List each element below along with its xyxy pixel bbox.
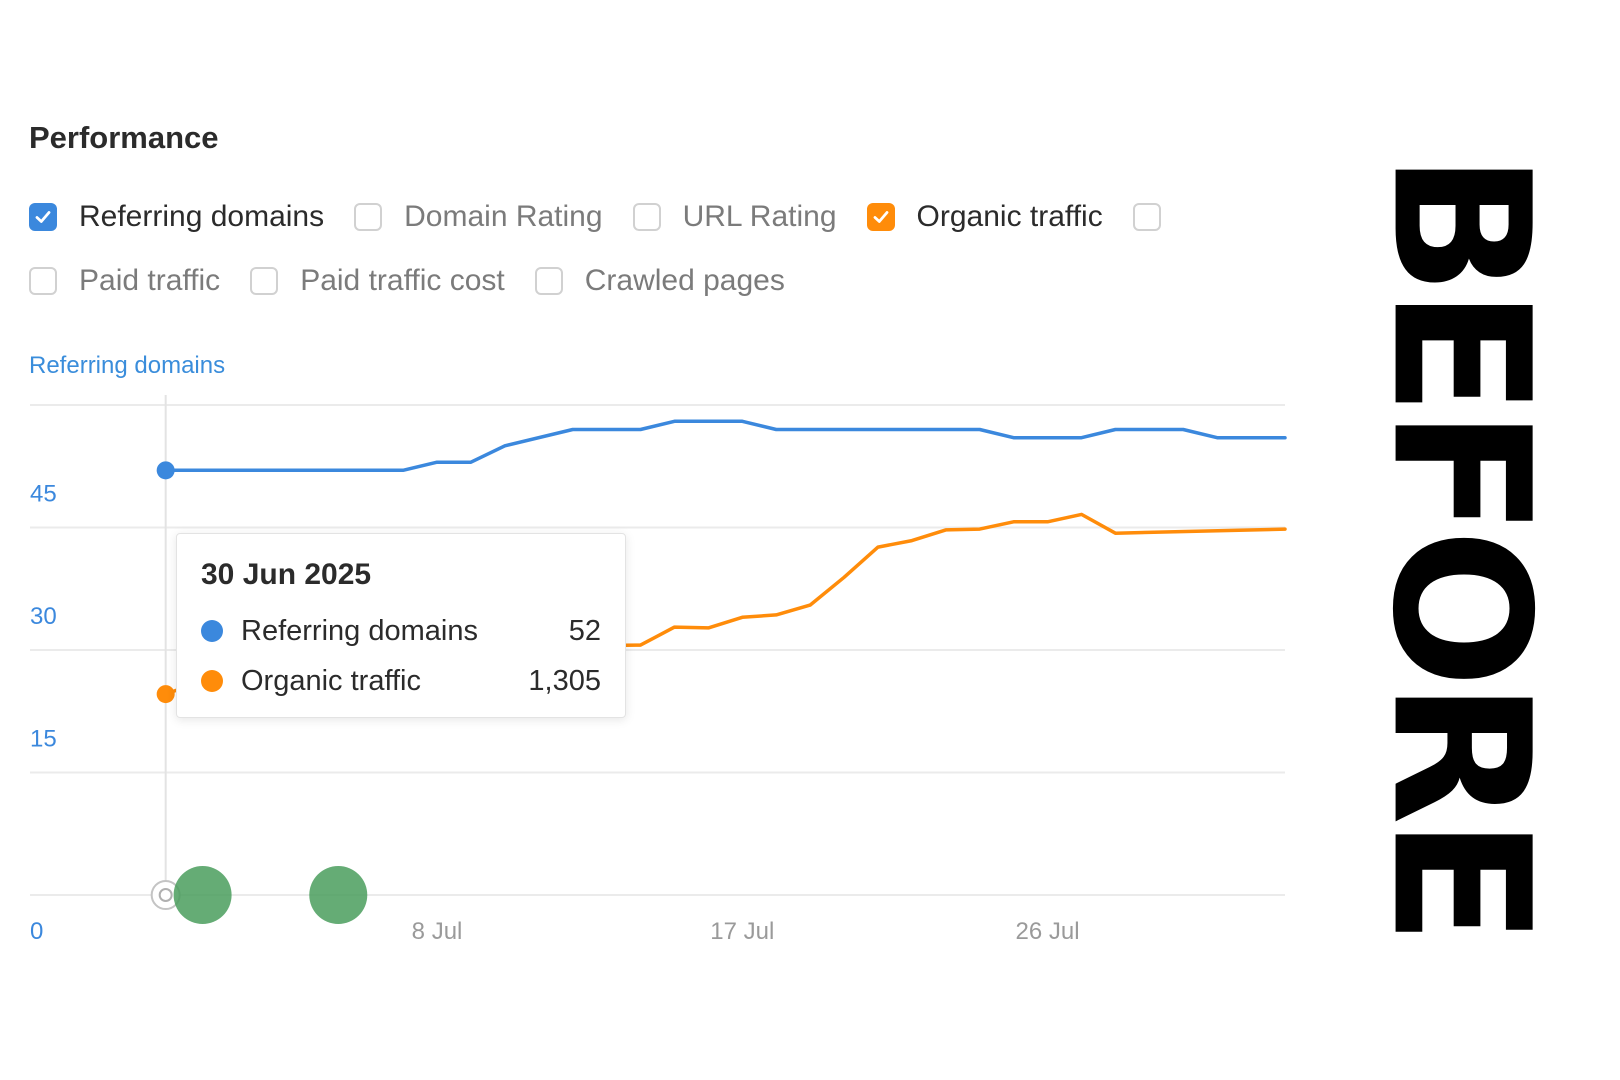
metric-label: Crawled pages	[584, 264, 785, 297]
event-marker	[309, 866, 368, 924]
y-tick-label: 0	[30, 918, 43, 945]
metric-checkbox-row-2: Paid traffic Paid traffic cost Crawled p…	[29, 264, 815, 298]
y-tick-label: 60	[30, 380, 57, 385]
tooltip-row-organic-traffic: Organic traffic 1,305	[201, 656, 601, 706]
tooltip-series-value: 1,305	[528, 664, 601, 697]
tooltip-date: 30 Jun 2025	[201, 558, 372, 591]
checkbox-checked-icon[interactable]	[29, 203, 57, 231]
series-line-referring-domains	[163, 419, 1287, 473]
metric-label: Organic traffic	[916, 200, 1103, 233]
tooltip-row-referring-domains: Referring domains 52	[201, 606, 601, 656]
series-dot-icon	[201, 670, 223, 692]
checkbox-empty-icon[interactable]	[632, 203, 661, 231]
checkbox-empty-icon[interactable]	[534, 267, 563, 295]
metric-checkbox-crawled-pages[interactable]: Crawled pages	[534, 264, 785, 298]
event-marker	[173, 866, 232, 924]
y-axis-title: Referring domains	[29, 352, 226, 379]
x-tick-label: 8 Jul	[412, 918, 463, 945]
metric-checkbox-paid-traffic[interactable]: Paid traffic	[29, 264, 220, 298]
metric-label: Referring domains	[79, 200, 325, 233]
metric-label: Paid traffic cost	[300, 264, 505, 297]
y-tick-label: 45	[30, 481, 57, 508]
y-tick-label: 15	[30, 726, 57, 753]
metric-checkbox-domain-rating[interactable]: Domain Rating	[354, 200, 603, 234]
before-overlay-label: BEFORE	[1351, 152, 1570, 937]
metric-checkbox-organic-traffic[interactable]: Organic traffic	[866, 200, 1103, 234]
metric-label: URL Rating	[682, 200, 837, 233]
checkbox-empty-icon[interactable]	[29, 267, 57, 295]
tooltip-series-value: 52	[568, 614, 601, 647]
metric-checkbox-unlabeled[interactable]	[1132, 203, 1183, 231]
metric-label: Domain Rating	[404, 200, 603, 233]
checkbox-empty-icon[interactable]	[1132, 203, 1161, 231]
x-tick-label: 17 Jul	[710, 918, 774, 945]
hover-point	[156, 461, 175, 480]
metric-checkbox-paid-traffic-cost[interactable]: Paid traffic cost	[250, 264, 505, 298]
checkbox-empty-icon[interactable]	[250, 267, 279, 295]
y-tick-label: 30	[30, 603, 57, 630]
performance-line-chart[interactable]: 0 15 30 45 60 8 Jul 17 Jul 26 Jul	[0, 380, 1300, 950]
checkbox-empty-icon[interactable]	[354, 203, 383, 231]
series-line-organic-traffic	[163, 512, 1287, 696]
checkbox-checked-icon[interactable]	[866, 203, 895, 231]
chart-tooltip: 30 Jun 2025 Referring domains 52 Organic…	[176, 533, 626, 718]
x-tick-label: 26 Jul	[1016, 918, 1080, 945]
metric-label: Paid traffic	[79, 264, 221, 297]
google-update-marker-inner	[158, 888, 173, 902]
metric-checkbox-row-1: Referring domains Domain Rating URL Rati…	[29, 200, 1213, 234]
series-dot-icon	[201, 620, 223, 642]
performance-title: Performance	[29, 120, 219, 155]
tooltip-series-name: Organic traffic	[241, 664, 421, 697]
metric-checkbox-url-rating[interactable]: URL Rating	[632, 200, 837, 234]
before-text: BEFORE	[1351, 152, 1570, 938]
tooltip-series-name: Referring domains	[241, 614, 478, 647]
metric-checkbox-referring-domains[interactable]: Referring domains	[29, 200, 324, 234]
hover-point	[156, 685, 175, 704]
